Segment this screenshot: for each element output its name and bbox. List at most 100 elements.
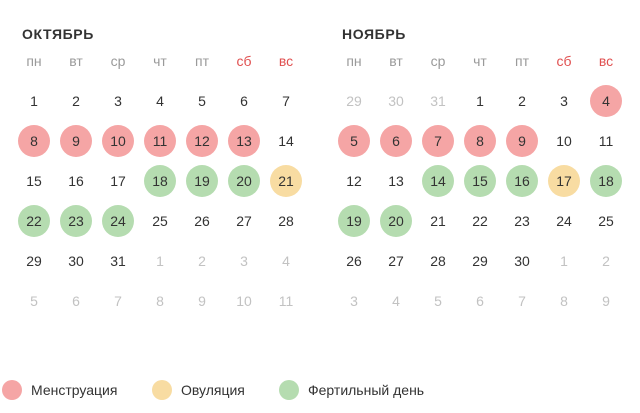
- fertile-day[interactable]: 16: [506, 165, 538, 197]
- other-month-day[interactable]: 4: [282, 253, 290, 269]
- menstruation-day[interactable]: 5: [338, 125, 370, 157]
- day-cell[interactable]: 6: [240, 93, 248, 109]
- day-cell[interactable]: 1: [476, 93, 484, 109]
- day-cell[interactable]: 15: [26, 173, 42, 189]
- other-month-day[interactable]: 6: [72, 293, 80, 309]
- menstruation-day[interactable]: 8: [464, 125, 496, 157]
- menstruation-day[interactable]: 6: [380, 125, 412, 157]
- fertile-day[interactable]: 24: [102, 205, 134, 237]
- menstruation-day[interactable]: 7: [422, 125, 454, 157]
- day-cell[interactable]: 17: [110, 173, 126, 189]
- fertile-day[interactable]: 15: [464, 165, 496, 197]
- day-cell[interactable]: 21: [430, 213, 446, 229]
- day-cell[interactable]: 26: [194, 213, 210, 229]
- day-cell[interactable]: 14: [278, 133, 294, 149]
- menstruation-day[interactable]: 10: [102, 125, 134, 157]
- other-month-day[interactable]: 5: [434, 293, 442, 309]
- other-month-day[interactable]: 6: [476, 293, 484, 309]
- other-month-day[interactable]: 29: [346, 93, 362, 109]
- day-cell[interactable]: 29: [472, 253, 488, 269]
- ovulation-day[interactable]: 21: [270, 165, 302, 197]
- fertile-day[interactable]: 20: [228, 165, 260, 197]
- weekday-header: вт: [69, 53, 83, 69]
- other-month-day[interactable]: 7: [518, 293, 526, 309]
- day-cell[interactable]: 5: [198, 93, 206, 109]
- day-cell[interactable]: 11: [598, 133, 614, 149]
- other-month-day[interactable]: 1: [560, 253, 568, 269]
- other-month-day[interactable]: 3: [350, 293, 358, 309]
- legend: Менструация Овуляция Фертильный день: [0, 376, 640, 404]
- menstruation-day[interactable]: 9: [506, 125, 538, 157]
- menstruation-day[interactable]: 13: [228, 125, 260, 157]
- day-cell[interactable]: 16: [68, 173, 84, 189]
- legend-item-ovulation: Овуляция: [152, 376, 245, 404]
- day-cell[interactable]: 4: [156, 93, 164, 109]
- fertile-day[interactable]: 20: [380, 205, 412, 237]
- menstruation-day[interactable]: 11: [144, 125, 176, 157]
- other-month-day[interactable]: 1: [156, 253, 164, 269]
- day-cell[interactable]: 25: [152, 213, 168, 229]
- weekday-header: чт: [153, 53, 167, 69]
- day-cell[interactable]: 24: [556, 213, 572, 229]
- day-cell[interactable]: 30: [514, 253, 530, 269]
- other-month-day[interactable]: 9: [602, 293, 610, 309]
- fertile-day[interactable]: 19: [338, 205, 370, 237]
- ovulation-day[interactable]: 17: [548, 165, 580, 197]
- day-cell[interactable]: 7: [282, 93, 290, 109]
- day-cell[interactable]: 25: [598, 213, 614, 229]
- other-month-day[interactable]: 11: [278, 293, 294, 309]
- legend-item-fertile: Фертильный день: [279, 376, 424, 404]
- other-month-day[interactable]: 9: [198, 293, 206, 309]
- day-cell[interactable]: 1: [30, 93, 38, 109]
- legend-label: Овуляция: [181, 382, 245, 398]
- other-month-day[interactable]: 8: [560, 293, 568, 309]
- menstruation-day[interactable]: 4: [590, 85, 622, 117]
- other-month-day[interactable]: 2: [198, 253, 206, 269]
- weekday-header: чт: [473, 53, 487, 69]
- fertile-day[interactable]: 18: [144, 165, 176, 197]
- other-month-day[interactable]: 31: [430, 93, 446, 109]
- weekday-header: пт: [195, 53, 209, 69]
- other-month-day[interactable]: 10: [236, 293, 252, 309]
- legend-label: Фертильный день: [308, 382, 425, 398]
- day-cell[interactable]: 29: [26, 253, 42, 269]
- day-cell[interactable]: 12: [346, 173, 362, 189]
- day-cell[interactable]: 10: [556, 133, 572, 149]
- weekday-header: ср: [430, 53, 446, 69]
- other-month-day[interactable]: 3: [240, 253, 248, 269]
- other-month-day[interactable]: 4: [392, 293, 400, 309]
- day-cell[interactable]: 2: [518, 93, 526, 109]
- other-month-day[interactable]: 2: [602, 253, 610, 269]
- day-cell[interactable]: 13: [388, 173, 404, 189]
- menstruation-day[interactable]: 9: [60, 125, 92, 157]
- other-month-day[interactable]: 7: [114, 293, 122, 309]
- day-cell[interactable]: 30: [68, 253, 84, 269]
- day-cell[interactable]: 28: [430, 253, 446, 269]
- weekday-header: пн: [26, 53, 42, 69]
- day-cell[interactable]: 23: [514, 213, 530, 229]
- day-cell[interactable]: 26: [346, 253, 362, 269]
- menstruation-day[interactable]: 8: [18, 125, 50, 157]
- day-cell[interactable]: 3: [114, 93, 122, 109]
- other-month-day[interactable]: 5: [30, 293, 38, 309]
- day-cell[interactable]: 28: [278, 213, 294, 229]
- day-cell[interactable]: 31: [110, 253, 126, 269]
- weekday-header: вс: [598, 53, 614, 69]
- other-month-day[interactable]: 30: [388, 93, 404, 109]
- day-cell[interactable]: 22: [472, 213, 488, 229]
- fertile-day[interactable]: 18: [590, 165, 622, 197]
- fertile-day[interactable]: 19: [186, 165, 218, 197]
- weekday-header: пн: [346, 53, 362, 69]
- fertile-day[interactable]: 22: [18, 205, 50, 237]
- day-cell[interactable]: 3: [560, 93, 568, 109]
- fertile-day[interactable]: 14: [422, 165, 454, 197]
- month-title: НОЯБРЬ: [342, 26, 406, 42]
- fertile-day[interactable]: 23: [60, 205, 92, 237]
- menstruation-dot-icon: [2, 380, 22, 400]
- day-cell[interactable]: 2: [72, 93, 80, 109]
- other-month-day[interactable]: 8: [156, 293, 164, 309]
- weekday-header: сб: [236, 53, 252, 69]
- day-cell[interactable]: 27: [236, 213, 252, 229]
- menstruation-day[interactable]: 12: [186, 125, 218, 157]
- day-cell[interactable]: 27: [388, 253, 404, 269]
